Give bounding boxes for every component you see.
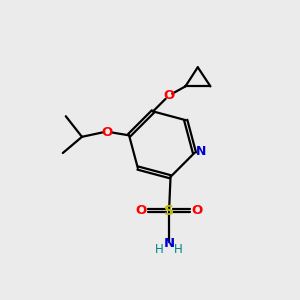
Text: H: H [155,243,164,256]
Text: O: O [191,204,203,217]
Text: H: H [174,243,183,256]
Text: O: O [101,126,112,139]
Text: S: S [164,204,174,218]
Text: O: O [164,89,175,102]
Text: N: N [164,237,175,250]
Text: O: O [136,204,147,217]
Text: N: N [196,145,206,158]
